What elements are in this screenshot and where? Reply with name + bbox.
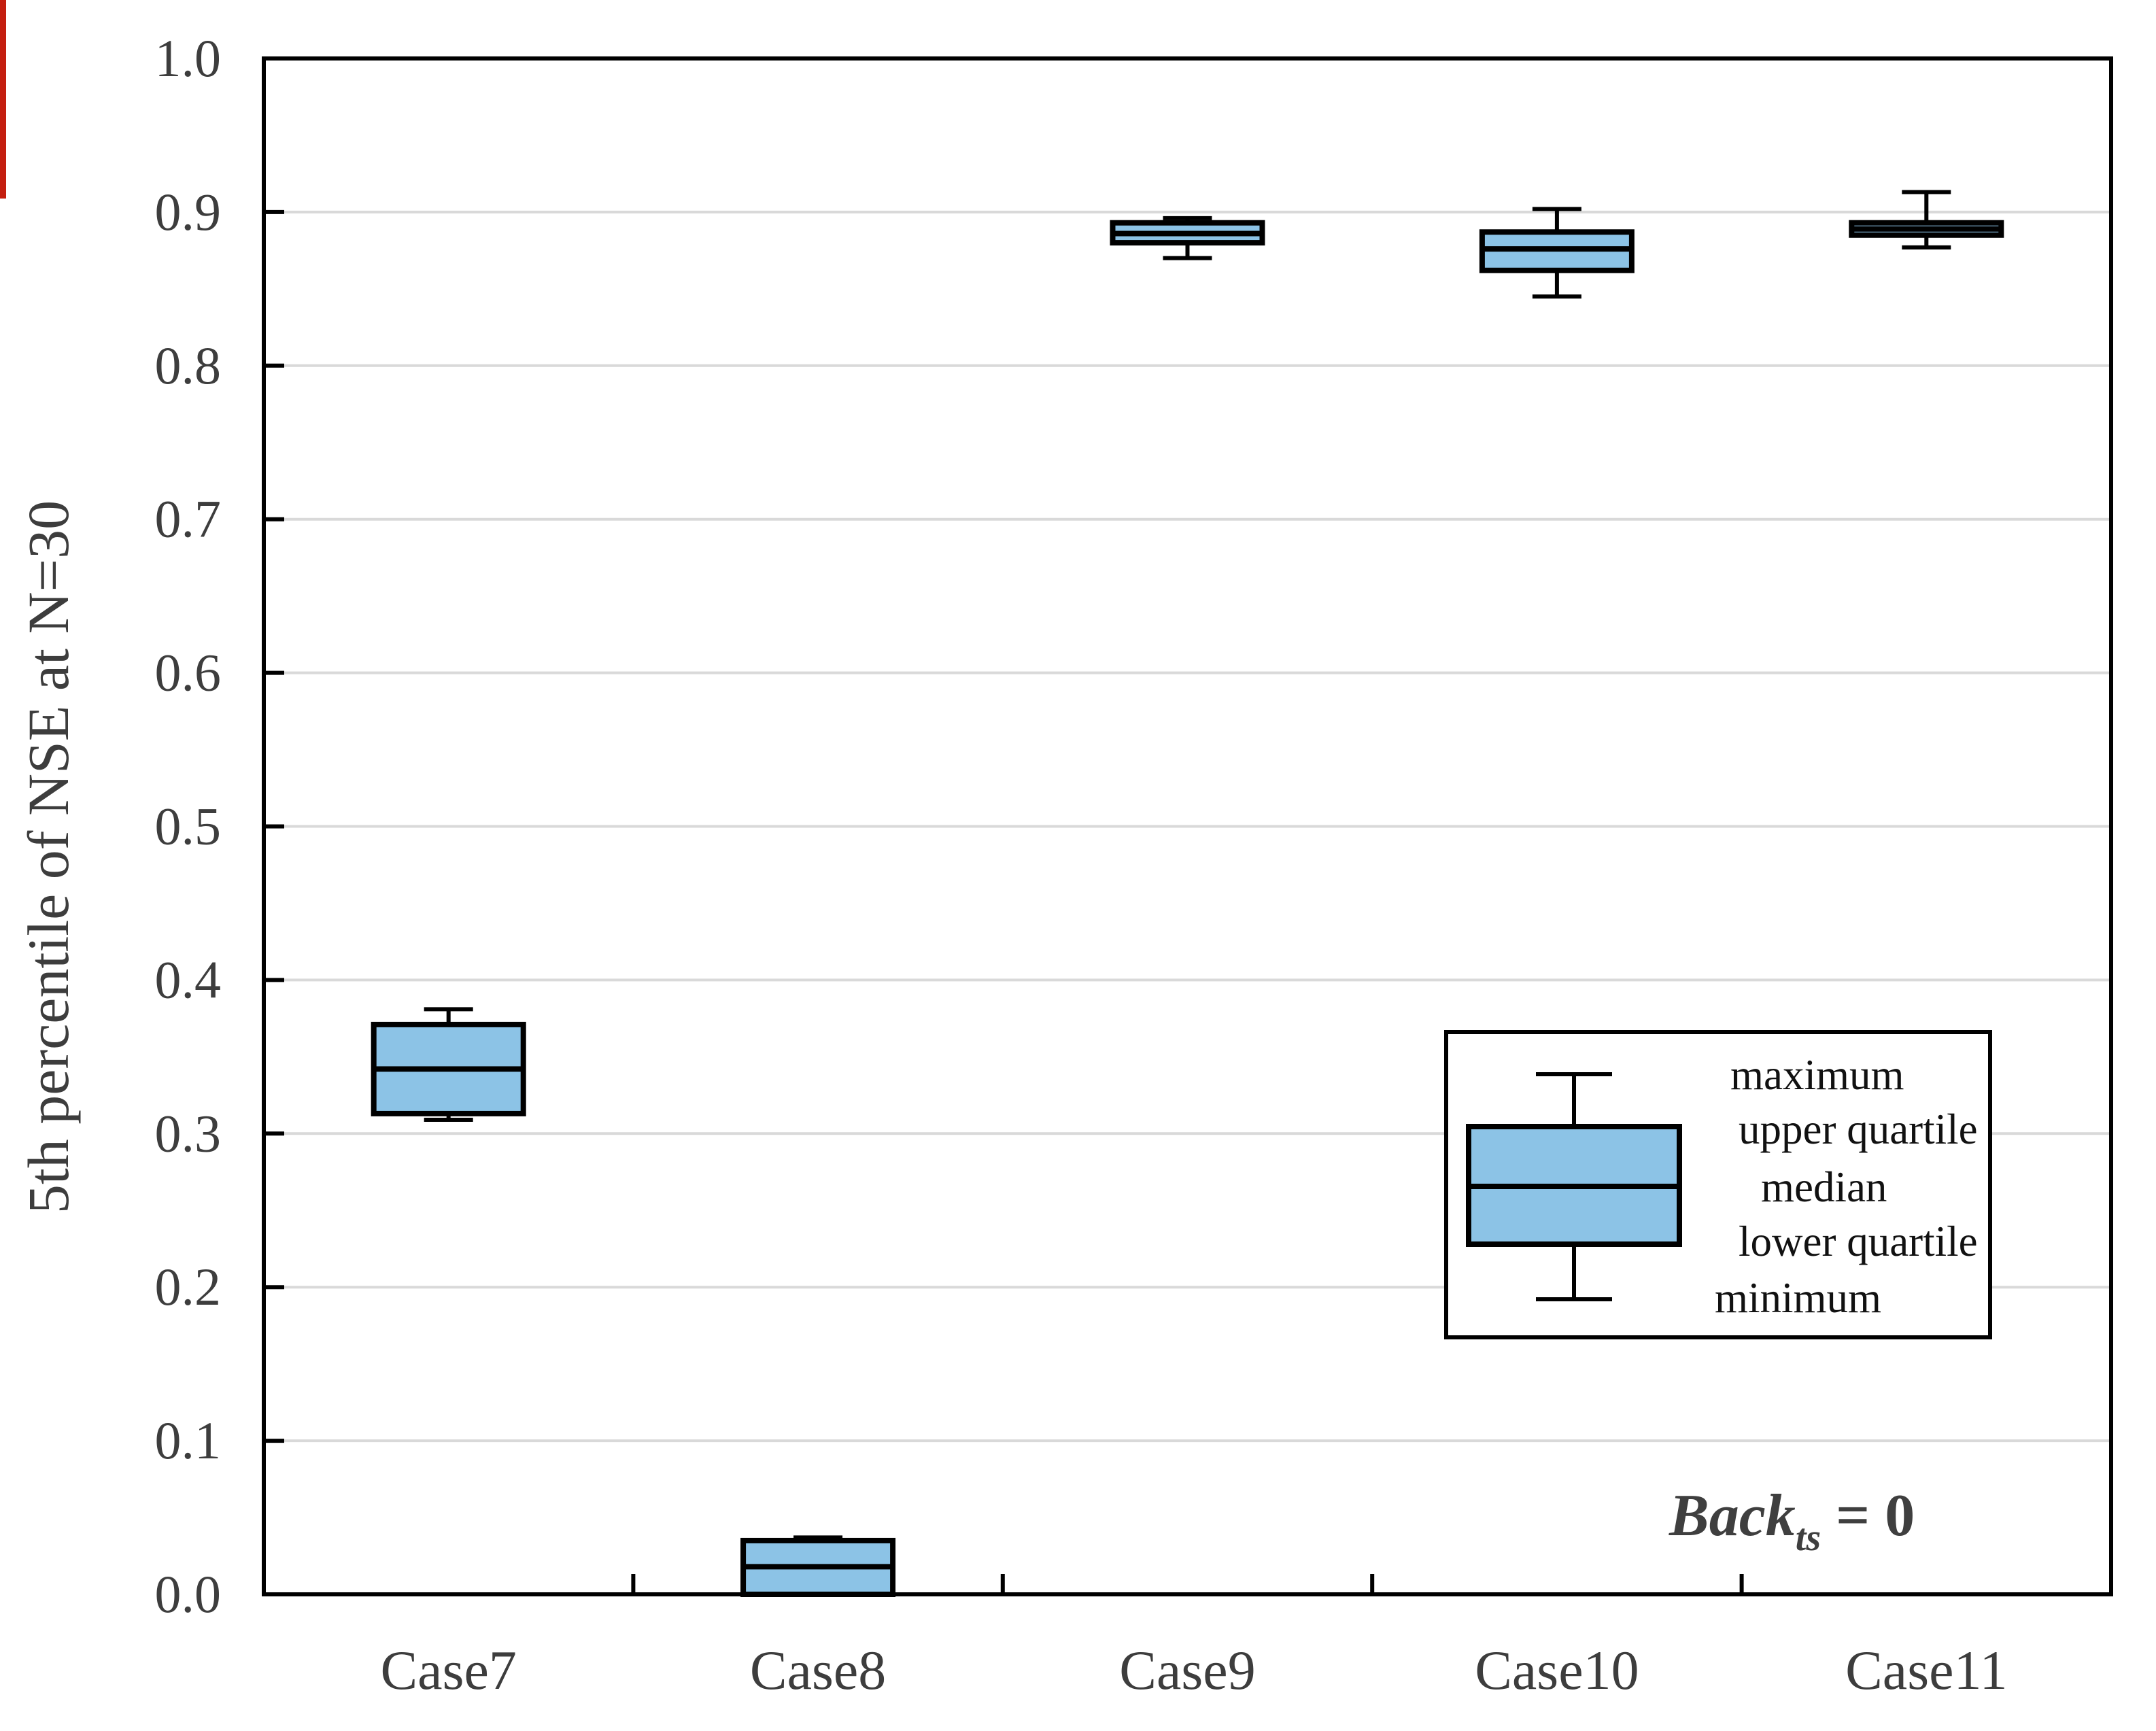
legend-label-minimum: minimum	[1715, 1274, 1881, 1322]
x-category-label: Case8	[750, 1639, 886, 1701]
box-group-case9	[1110, 216, 1265, 260]
legend-label-maximum: maximum	[1730, 1051, 1904, 1099]
y-tick-label: 0.5	[155, 797, 222, 856]
x-category-label: Case11	[1845, 1639, 2007, 1701]
legend: maximum upper quartile median lower quartil…	[1444, 1030, 1992, 1339]
y-tick-label: 0.1	[155, 1411, 222, 1470]
legend-label-lower-quartile: lower quartile	[1739, 1218, 1978, 1265]
y-tick-label: 0.9	[155, 182, 222, 241]
box-group-case10	[1479, 207, 1635, 299]
legend-label-median: median	[1761, 1163, 1887, 1211]
box-group-case8	[740, 1535, 896, 1598]
y-tick-label: 0.3	[155, 1103, 222, 1163]
scan-edge-artifact	[0, 0, 6, 199]
x-category-label: Case9	[1119, 1639, 1255, 1701]
y-tick-label: 0.4	[155, 950, 222, 1009]
x-category-label: Case7	[380, 1639, 516, 1701]
box-group-case11	[1849, 190, 2004, 250]
y-tick-label: 0.0	[155, 1564, 222, 1624]
y-tick-label: 0.8	[155, 336, 222, 395]
y-tick-label: 1.0	[155, 29, 222, 88]
annotation-back-ts: Backts = 0	[1669, 1483, 1915, 1559]
y-tick-label: 0.6	[155, 643, 222, 702]
x-category-label: Case10	[1475, 1639, 1639, 1701]
y-tick-label: 0.2	[155, 1257, 222, 1316]
legend-label-upper-quartile: upper quartile	[1739, 1106, 1978, 1153]
y-axis-title: 5th percentile of NSE at N=30	[16, 500, 81, 1214]
y-tick-label: 0.7	[155, 490, 222, 549]
box-group-case7	[371, 1007, 526, 1122]
